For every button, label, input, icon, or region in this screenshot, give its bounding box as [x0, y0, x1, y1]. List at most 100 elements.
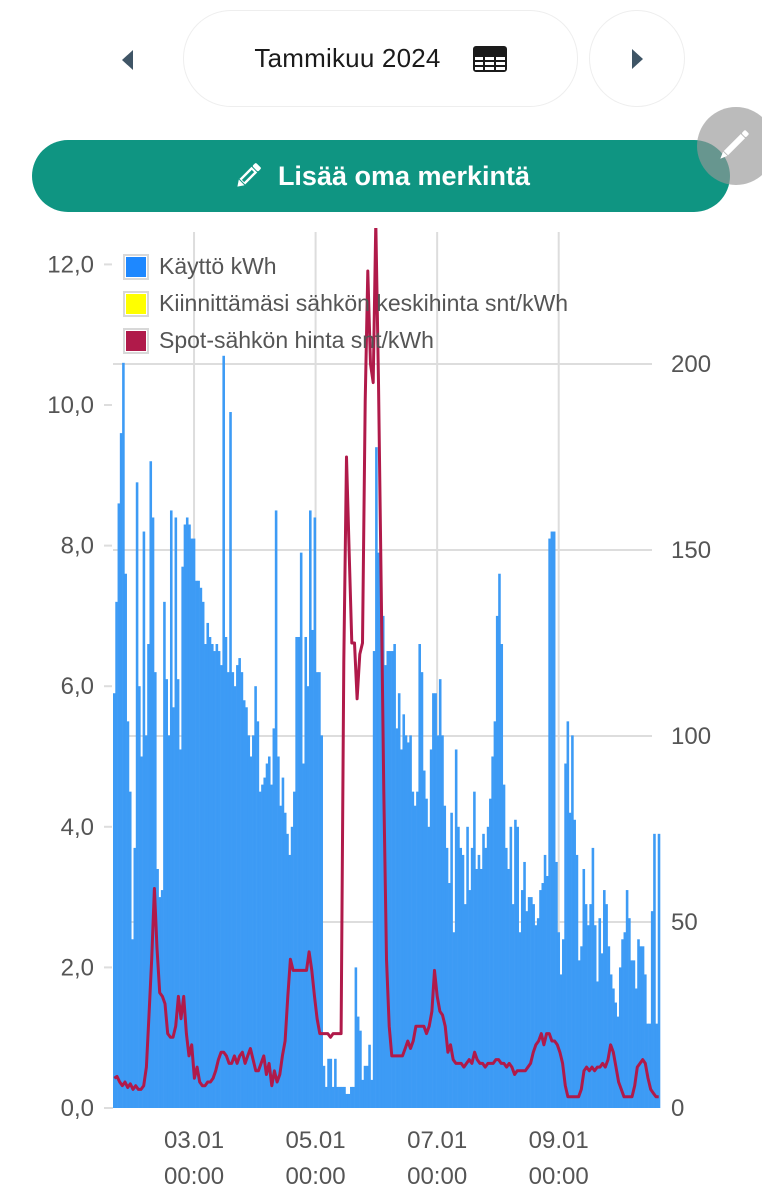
usage-bar — [117, 503, 121, 1108]
legend-swatch-spot-price — [123, 327, 149, 354]
usage-bar — [174, 517, 178, 1108]
usage-bar — [142, 531, 146, 1108]
usage-bar — [543, 854, 547, 1108]
usage-bar — [356, 1016, 360, 1108]
add-entry-button[interactable]: Lisää oma merkintä — [32, 140, 730, 212]
usage-bar — [457, 826, 460, 1108]
usage-bar — [520, 890, 524, 1108]
usage-bar — [632, 960, 636, 1108]
usage-bar — [500, 644, 504, 1108]
spot-price-line — [113, 228, 659, 1099]
month-label: Tammikuu 2024 — [254, 43, 441, 73]
usage-bar — [441, 735, 444, 1108]
usage-bar — [391, 651, 394, 1108]
usage-bar — [589, 904, 592, 1108]
usage-bar — [536, 918, 540, 1108]
usage-bar — [593, 925, 597, 1108]
legend-item-spot-price[interactable]: Spot-sähkön hinta snt/kWh — [123, 322, 568, 359]
usage-bar — [169, 510, 173, 1108]
legend-label-spot-price: Spot-sähkön hinta snt/kWh — [159, 327, 434, 353]
month-selector[interactable]: Tammikuu 2024 — [183, 10, 578, 107]
usage-bar — [648, 1023, 652, 1108]
previous-month-button[interactable] — [95, 12, 159, 108]
usage-bar — [637, 939, 640, 1108]
usage-bar — [463, 904, 467, 1108]
usage-bar — [229, 412, 232, 1108]
usage-bar — [238, 658, 241, 1108]
x-tick-date: 07.01 — [407, 1127, 467, 1154]
usage-bar — [361, 1079, 365, 1108]
left-tick-label: 2,0 — [61, 954, 94, 981]
usage-bar — [550, 531, 554, 1108]
legend-item-fixed-price[interactable]: Kiinnittämäsi sähkön keskihinta snt/kWh — [123, 285, 568, 322]
usage-bar — [484, 847, 488, 1108]
usage-bar — [147, 644, 150, 1108]
usage-bar — [557, 932, 561, 1108]
usage-bar — [438, 679, 442, 1108]
x-axis: 03.01 00:00 05.01 00:00 07.01 00:00 09.01 00:00 — [164, 1127, 589, 1190]
usage-bar — [283, 812, 287, 1108]
usage-bar — [352, 1086, 355, 1108]
usage-bar — [265, 763, 269, 1108]
floating-edit-button[interactable] — [697, 107, 762, 185]
usage-bar — [370, 1079, 374, 1108]
usage-bar — [279, 805, 282, 1108]
usage-bar — [425, 798, 428, 1108]
usage-bar — [609, 974, 613, 1108]
usage-bar — [448, 883, 451, 1108]
usage-bar — [641, 946, 645, 1108]
usage-bar — [343, 1086, 346, 1108]
usage-bar — [548, 538, 551, 1108]
usage-bar — [468, 890, 472, 1108]
usage-bar — [436, 735, 440, 1108]
usage-bar — [363, 1065, 367, 1108]
usage-bar — [318, 672, 321, 1108]
legend-item-usage[interactable]: Käyttö kWh — [123, 248, 568, 285]
usage-bar — [477, 854, 481, 1108]
left-tick-label: 10,0 — [47, 392, 94, 419]
usage-bar — [644, 974, 647, 1108]
usage-bar — [208, 636, 212, 1108]
usage-bar — [591, 847, 595, 1108]
usage-bar — [144, 735, 148, 1108]
right-tick-label: 200 — [671, 351, 711, 378]
left-tick-label: 12,0 — [47, 251, 94, 278]
usage-bar — [466, 826, 469, 1108]
usage-bar — [272, 728, 276, 1108]
usage-bar — [336, 1086, 339, 1108]
usage-bar — [131, 939, 134, 1108]
usage-bar — [176, 679, 180, 1108]
next-month-button[interactable] — [589, 10, 685, 107]
usage-bar — [286, 833, 289, 1108]
usage-bar — [258, 791, 262, 1108]
chart-legend: Käyttö kWh Kiinnittämäsi sähkön keskihin… — [123, 248, 568, 359]
usage-bar — [429, 749, 433, 1108]
usage-bar — [523, 861, 526, 1108]
usage-bar — [475, 868, 478, 1108]
usage-bar — [427, 826, 431, 1108]
usage-bar — [495, 615, 499, 1108]
legend-label-usage: Käyttö kWh — [159, 253, 277, 279]
usage-bar — [158, 897, 162, 1108]
right-axis: 0 50 100 150 200 — [671, 351, 711, 1122]
usage-bar — [600, 953, 604, 1108]
right-tick-label: 0 — [671, 1095, 684, 1122]
usage-bar — [192, 538, 196, 1108]
usage-bar — [181, 566, 184, 1108]
usage-bar — [459, 847, 463, 1108]
usage-bar — [354, 967, 358, 1108]
usage-bar — [618, 967, 622, 1108]
usage-bar — [185, 517, 189, 1108]
usage-bar — [432, 693, 435, 1108]
calendar-grid-icon — [472, 45, 507, 72]
usage-bar — [167, 735, 171, 1108]
right-tick-label: 150 — [671, 537, 711, 564]
x-tick-date: 09.01 — [529, 1127, 589, 1154]
usage-bar — [603, 890, 606, 1108]
usage-bar — [368, 1044, 371, 1108]
usage-bar — [623, 932, 627, 1108]
usage-bar — [482, 833, 485, 1108]
usage-bar — [236, 665, 239, 1108]
usage-bar — [122, 362, 125, 1108]
usage-bar — [254, 686, 257, 1108]
